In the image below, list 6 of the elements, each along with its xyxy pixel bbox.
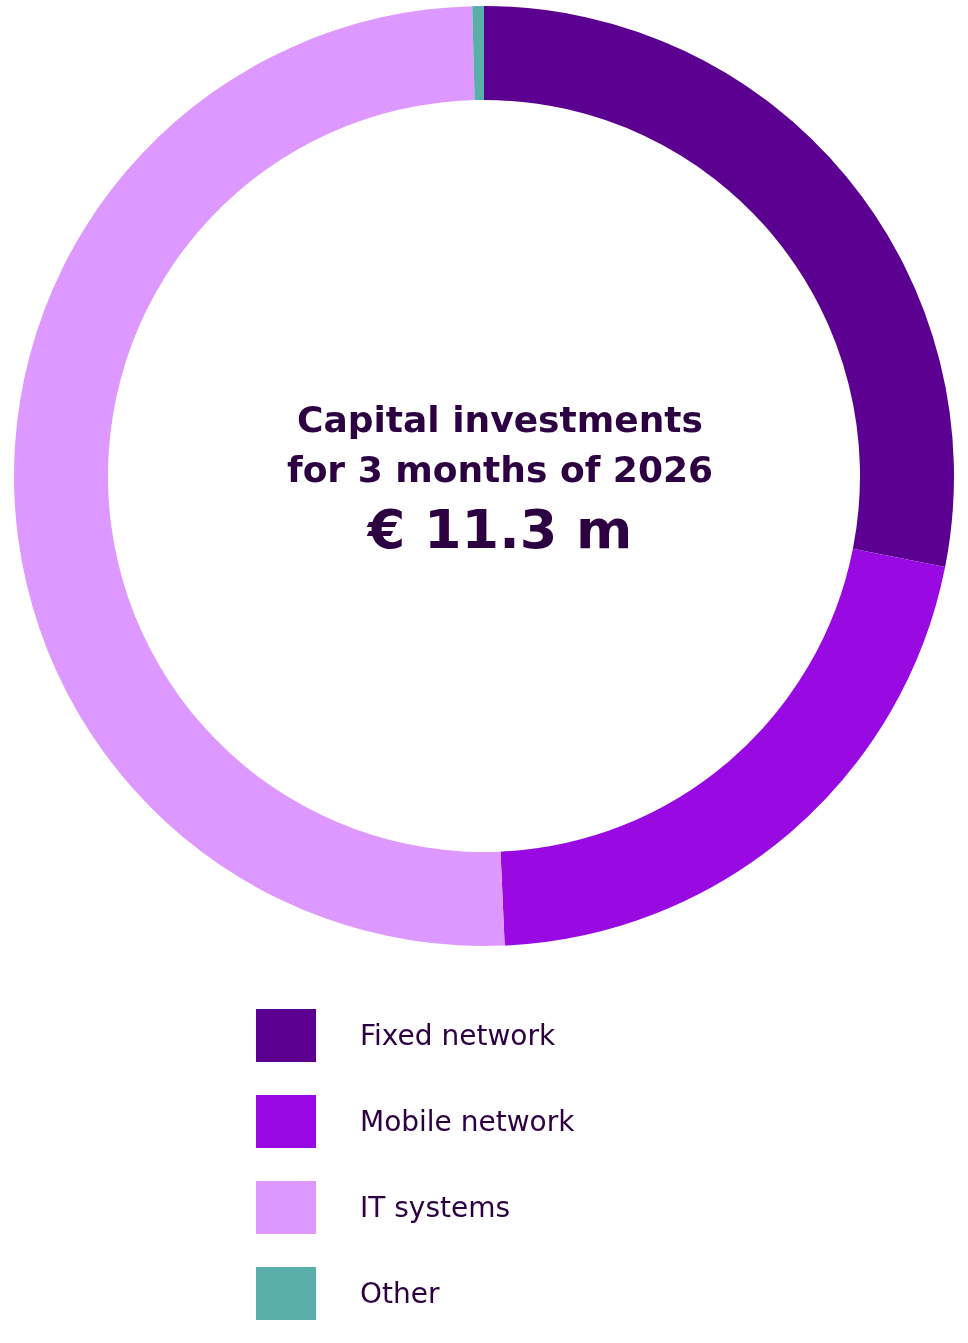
text: € 11.3 m [366,497,634,563]
legend-label: Mobile network [360,1104,575,1138]
legend-label: Other [360,1276,440,1310]
legend-label: IT systems [360,1190,511,1224]
legend-label: Fixed network [360,1018,556,1052]
text: Capital investments for 3 months of 2026 [285,398,715,492]
